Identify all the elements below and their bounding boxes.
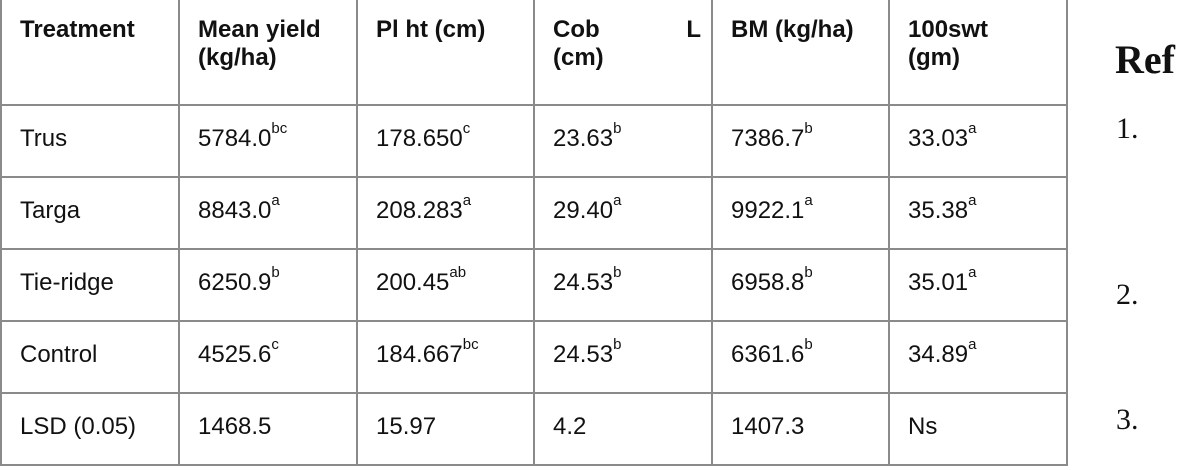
- value-cell: 35.01a: [888, 248, 1068, 322]
- cell-value: 33.03: [908, 125, 969, 152]
- header-treatment: Treatment: [0, 0, 180, 106]
- significance-letter: a: [271, 192, 280, 209]
- cell-value: Ns: [908, 413, 938, 440]
- value-cell: Ns: [888, 392, 1068, 466]
- value-cell: 24.53b: [533, 248, 713, 322]
- header-mean-yield-line2: (kg/ha): [198, 44, 277, 71]
- value-cell: 6361.6b: [711, 320, 890, 394]
- cell-value: 208.283: [376, 197, 463, 224]
- value-cell: 4.2: [533, 392, 713, 466]
- significance-letter: ab: [449, 264, 467, 281]
- treatment-cell: Tie-ridge: [0, 248, 180, 322]
- reference-number-1: 1.: [1116, 112, 1139, 145]
- treatment-cell: Control: [0, 320, 180, 394]
- value-cell: 184.667bc: [356, 320, 535, 394]
- value-cell: 33.03a: [888, 104, 1068, 178]
- value-cell: 8843.0a: [178, 176, 358, 250]
- header-swt-line2: (gm): [908, 44, 960, 71]
- header-cob-l: L: [686, 16, 701, 43]
- table-row: Targa 8843.0a 208.283a 29.40a 9922.1a 35.38a: [0, 176, 1068, 250]
- cell-value: 24.53: [553, 341, 614, 368]
- significance-letter: b: [271, 264, 280, 281]
- header-swt-line1: 100swt: [908, 16, 989, 43]
- significance-letter: a: [968, 192, 977, 209]
- header-row: Treatment Mean yield (kg/ha) Pl ht (cm) C…: [0, 0, 1068, 106]
- references-heading: Ref: [1115, 37, 1175, 82]
- significance-letter: b: [613, 264, 622, 281]
- value-cell: 15.97: [356, 392, 535, 466]
- significance-letter: b: [613, 336, 622, 353]
- header-mean-yield: Mean yield (kg/ha): [178, 0, 358, 106]
- value-cell: 200.45ab: [356, 248, 535, 322]
- significance-letter: bc: [271, 120, 288, 137]
- significance-letter: a: [613, 192, 622, 209]
- treatment-cell: Targa: [0, 176, 180, 250]
- header-cob-word: Cob: [553, 16, 600, 43]
- cell-value: 24.53: [553, 269, 614, 296]
- value-cell: 4525.6c: [178, 320, 358, 394]
- cell-value: 23.63: [553, 125, 614, 152]
- table-row: Control 4525.6c 184.667bc 24.53b 6361.6b 34.8…: [0, 320, 1068, 394]
- cell-value: 184.667: [376, 341, 463, 368]
- value-cell: 1407.3: [711, 392, 890, 466]
- reference-number-3: 3.: [1116, 403, 1139, 436]
- cell-value: 9922.1: [731, 197, 805, 224]
- cell-value: 6361.6: [731, 341, 805, 368]
- value-cell: 29.40a: [533, 176, 713, 250]
- significance-letter: bc: [462, 336, 479, 353]
- value-cell: 208.283a: [356, 176, 535, 250]
- header-cob-length: Cob L (cm): [533, 0, 713, 106]
- value-cell: 1468.5: [178, 392, 358, 466]
- value-cell: 35.38a: [888, 176, 1068, 250]
- cell-value: 1468.5: [198, 413, 272, 440]
- header-cob-unit: (cm): [553, 44, 604, 71]
- value-cell: 6250.9b: [178, 248, 358, 322]
- value-cell: 23.63b: [533, 104, 713, 178]
- significance-letter: a: [968, 120, 977, 137]
- cell-value: 29.40: [553, 197, 614, 224]
- reference-number-2: 2.: [1116, 278, 1139, 311]
- significance-letter: c: [462, 120, 471, 137]
- cell-value: 4.2: [553, 413, 587, 440]
- table-row: LSD (0.05) 1468.5 15.97 4.2 1407.3 Ns: [0, 392, 1068, 466]
- cell-value: 7386.7: [731, 125, 805, 152]
- cell-value: 5784.0: [198, 125, 272, 152]
- significance-letter: b: [613, 120, 622, 137]
- value-cell: 7386.7b: [711, 104, 890, 178]
- treatment-cell: LSD (0.05): [0, 392, 180, 466]
- significance-letter: a: [804, 192, 813, 209]
- significance-letter: c: [271, 336, 279, 353]
- table-row: Tie-ridge 6250.9b 200.45ab 24.53b 6958.8b 35.…: [0, 248, 1068, 322]
- significance-letter: b: [804, 120, 813, 137]
- significance-letter: a: [968, 336, 977, 353]
- value-cell: 9922.1a: [711, 176, 890, 250]
- cell-value: 6250.9: [198, 269, 272, 296]
- header-biomass: BM (kg/ha): [711, 0, 890, 106]
- cell-value: 1407.3: [731, 413, 805, 440]
- cell-value: 4525.6: [198, 341, 272, 368]
- value-cell: 5784.0bc: [178, 104, 358, 178]
- treatment-cell: Trus: [0, 104, 180, 178]
- cell-value: 200.45: [376, 269, 450, 296]
- value-cell: 178.650c: [356, 104, 535, 178]
- cell-value: 15.97: [376, 413, 437, 440]
- cell-value: 178.650: [376, 125, 463, 152]
- cell-value: 34.89: [908, 341, 969, 368]
- header-mean-yield-line1: Mean yield: [198, 16, 321, 43]
- value-cell: 6958.8b: [711, 248, 890, 322]
- significance-letter: a: [968, 264, 977, 281]
- value-cell: 24.53b: [533, 320, 713, 394]
- cell-value: 6958.8: [731, 269, 805, 296]
- value-cell: 34.89a: [888, 320, 1068, 394]
- significance-letter: a: [462, 192, 472, 209]
- results-table: Treatment Mean yield (kg/ha) Pl ht (cm) C…: [0, 0, 1068, 466]
- table-row: Trus 5784.0bc 178.650c 23.63b 7386.7b 33.03a: [0, 104, 1068, 178]
- header-100-seed-weight: 100swt (gm): [888, 0, 1068, 106]
- significance-letter: b: [804, 336, 813, 353]
- cell-value: 8843.0: [198, 197, 272, 224]
- cell-value: 35.38: [908, 197, 969, 224]
- header-plant-height: Pl ht (cm): [356, 0, 535, 106]
- cell-value: 35.01: [908, 269, 969, 296]
- significance-letter: b: [804, 264, 813, 281]
